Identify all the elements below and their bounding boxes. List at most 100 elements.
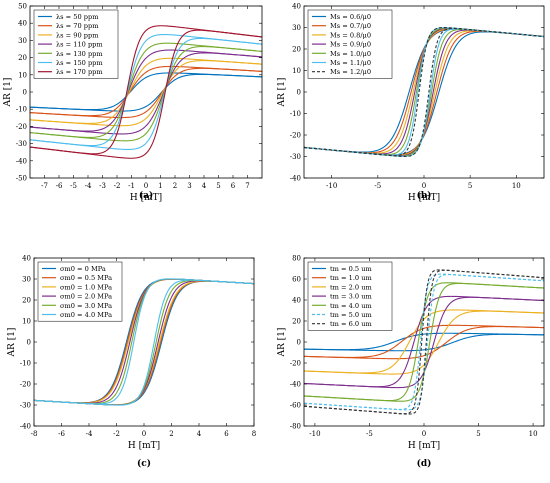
- y-tick-label: 60: [292, 276, 301, 284]
- x-tick-label: -10: [326, 182, 337, 190]
- y-tick-label: -20: [290, 360, 301, 368]
- chart-panel: -10 -5 0 5 10 -40 -30 -20 -10 0 10 20 30 40 H [mT] AR […: [277, 3, 545, 203]
- series-line: [30, 49, 262, 132]
- x-axis-label: H [mT]: [408, 441, 440, 451]
- y-tick-label: 0: [297, 339, 301, 347]
- x-tick-label: 0: [144, 182, 148, 190]
- x-tick-label: -5: [374, 182, 381, 190]
- legend-entry: λs = 170 ppm: [56, 68, 103, 76]
- x-tick-label: 5: [216, 182, 220, 190]
- y-axis-label: AR [1]: [7, 328, 17, 358]
- curves: [30, 25, 262, 159]
- x-tick-label: 8: [252, 430, 256, 438]
- y-tick-label: -40: [16, 157, 27, 165]
- series-line: [30, 42, 262, 138]
- x-tick-label: 6: [231, 182, 236, 190]
- x-tick-label: 6: [224, 430, 229, 438]
- y-tick-label: -80: [290, 423, 301, 431]
- legend-entry: λs = 90 ppm: [56, 31, 99, 39]
- y-tick-label: -30: [290, 153, 301, 161]
- panel-caption: (c): [137, 458, 151, 469]
- y-tick-label: 0: [23, 89, 27, 97]
- y-tick-label: 40: [292, 297, 301, 305]
- x-tick-label: -2: [113, 430, 120, 438]
- y-axis-label: AR [1]: [277, 328, 287, 358]
- series-line: [30, 57, 262, 124]
- x-tick-label: 3: [187, 182, 191, 190]
- legend-entry: Ms = 0.6/μ0: [330, 13, 371, 21]
- series-line: [304, 326, 544, 360]
- y-tick-label: 40: [18, 20, 27, 28]
- y-tick-label: -10: [290, 110, 301, 118]
- y-tick-label: -20: [20, 381, 31, 389]
- legend-entry: λs = 130 ppm: [56, 50, 103, 58]
- chart-panel: -10 -5 0 5 10 -80 -60 -40 -20 0 20 40 60 80 H [mT] AR […: [277, 255, 545, 469]
- y-tick-label: 20: [292, 46, 301, 54]
- legend-entry: tm = 5.0 um: [330, 311, 372, 319]
- curves: [304, 26, 544, 158]
- legend-entry: tm = 0.5 um: [330, 265, 372, 273]
- x-tick-label: 0: [422, 182, 426, 190]
- y-tick-label: -60: [290, 402, 301, 410]
- x-axis-label: H [mT]: [130, 193, 162, 203]
- x-tick-label: -3: [99, 182, 106, 190]
- x-tick-label: 4: [202, 182, 207, 190]
- curves: [304, 269, 544, 415]
- panel-caption: (b): [417, 190, 432, 201]
- y-tick-label: -10: [20, 360, 31, 368]
- x-tick-label: 0: [422, 430, 426, 438]
- x-tick-label: -8: [31, 430, 38, 438]
- series-line: [30, 25, 262, 155]
- y-tick-label: 0: [27, 339, 31, 347]
- legend-entry: λs = 150 ppm: [56, 59, 103, 67]
- x-tick-label: 2: [173, 182, 177, 190]
- legend-entry: tm = 4.0 um: [330, 302, 372, 310]
- x-tick-label: -5: [70, 182, 77, 190]
- x-tick-label: 10: [529, 430, 538, 438]
- legend-entry: λs = 110 ppm: [56, 41, 103, 49]
- y-tick-label: 10: [22, 318, 31, 326]
- legend-entry: λs = 70 ppm: [56, 22, 99, 30]
- y-tick-label: -30: [20, 402, 31, 410]
- series-line: [304, 324, 544, 358]
- y-tick-label: 40: [22, 255, 31, 263]
- y-tick-label: 30: [292, 24, 301, 32]
- legend-entry: Ms = 1.2/μ0: [330, 68, 371, 76]
- y-tick-label: -40: [20, 423, 31, 431]
- legend-entry: Ms = 1.0/μ0: [330, 50, 371, 58]
- series-line: [34, 278, 254, 405]
- series-line: [304, 332, 544, 351]
- x-tick-label: 1: [158, 182, 162, 190]
- y-tick-label: 40: [292, 3, 301, 11]
- series-line: [304, 26, 544, 157]
- y-axis-label: AR [1]: [3, 78, 13, 108]
- y-tick-label: 30: [22, 276, 31, 284]
- y-tick-label: -30: [16, 140, 27, 148]
- series-line: [30, 65, 262, 117]
- series-line: [304, 269, 544, 415]
- y-tick-label: 20: [292, 318, 301, 326]
- legend-entry: σm0 = 0.5 MPa: [60, 274, 112, 282]
- x-tick-label: -6: [58, 430, 65, 438]
- y-tick-label: 30: [18, 37, 27, 45]
- x-tick-label: -6: [56, 182, 63, 190]
- legend-entry: σm0 = 3.0 MPa: [60, 302, 112, 310]
- legend-entry: Ms = 1.1/μ0: [330, 59, 371, 67]
- x-tick-label: 2: [169, 430, 173, 438]
- y-axis-label: AR [1]: [277, 78, 287, 108]
- series-line: [304, 333, 544, 352]
- x-tick-label: 5: [468, 182, 472, 190]
- legend-entry: tm = 6.0 um: [330, 320, 372, 328]
- y-tick-label: -40: [290, 381, 301, 389]
- curves: [34, 278, 254, 406]
- legend-entry: σm0 = 2.0 MPa: [60, 293, 112, 301]
- y-tick-label: 0: [297, 89, 301, 97]
- x-tick-label: -5: [366, 430, 373, 438]
- legend-entry: Ms = 0.7/μ0: [330, 22, 371, 30]
